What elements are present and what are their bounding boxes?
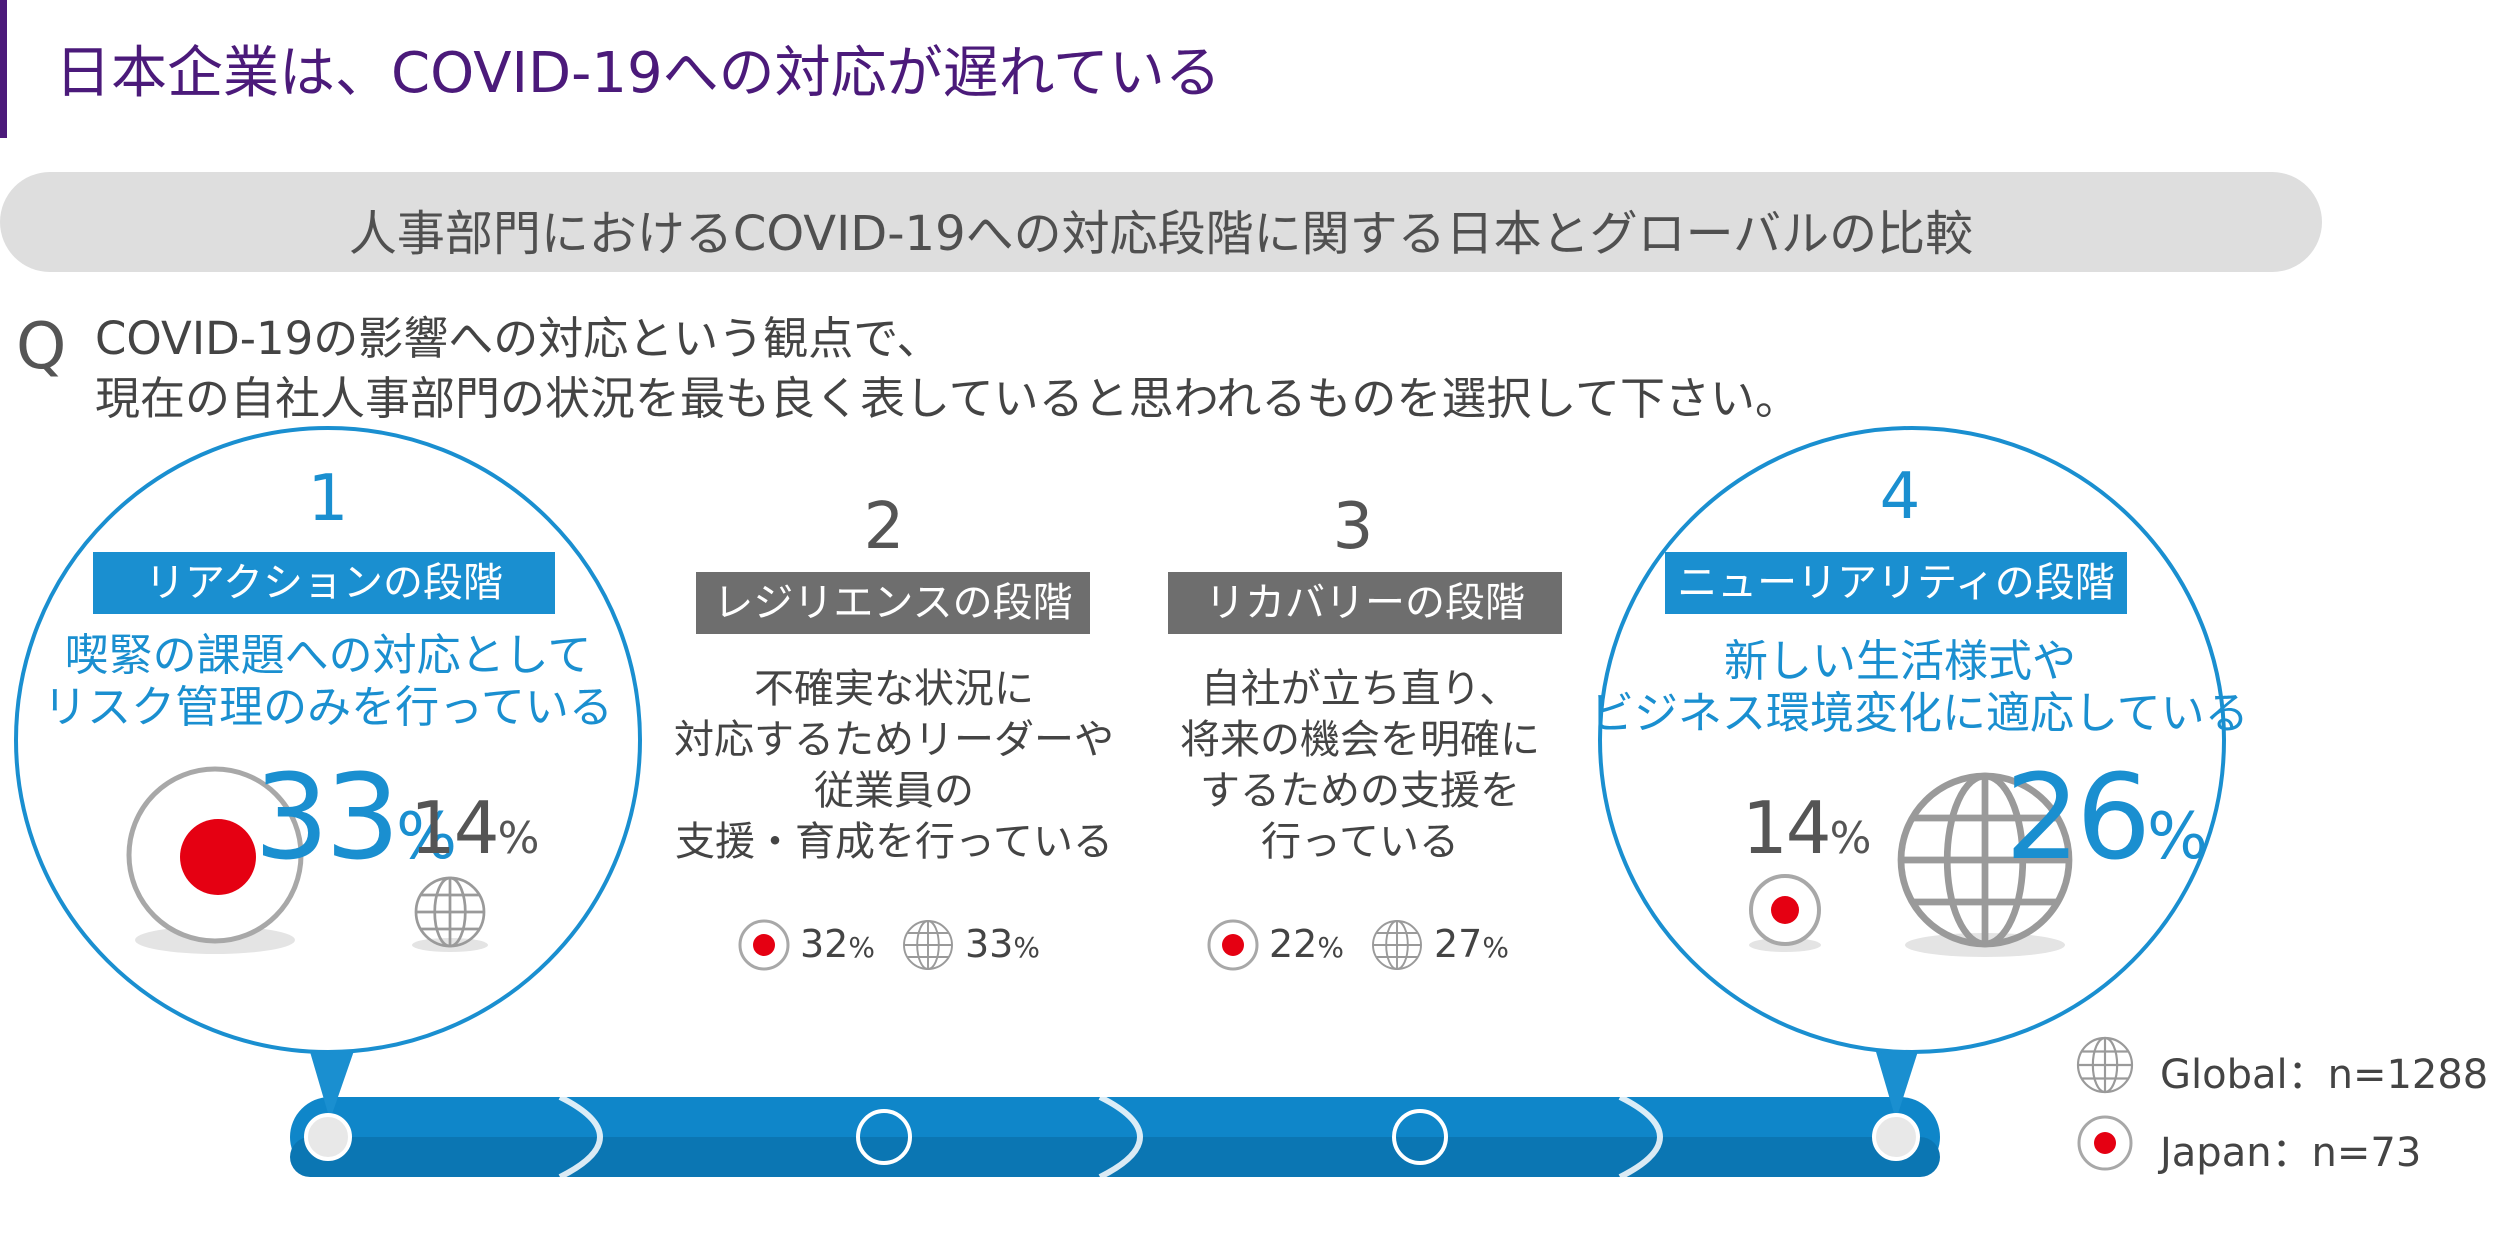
stage2-description-line1: 不確実な状況に [754, 666, 1034, 712]
legend-japan-label: Japan：n=73 [2160, 1130, 2422, 1176]
stage3-number: 3 [1332, 490, 1374, 564]
stage2-japan-value: 32% [800, 922, 875, 966]
stage4-japan-value: 14% [1742, 786, 1871, 870]
stage4-description-line1: 新しい生活様式や [1724, 636, 2076, 687]
stage2-label: レジリエンスの段階 [696, 572, 1090, 634]
stage3-description-line3: するための支援を [1200, 768, 1520, 814]
stage3-description-line2: 将来の機会を明確に [1180, 717, 1540, 763]
stage2-number: 2 [863, 490, 905, 564]
stage4-japan-icon [1749, 874, 1821, 952]
stage3-globe-icon [1372, 920, 1422, 970]
question-mark: Q [16, 310, 67, 384]
stage1-global-value: 14% [410, 786, 539, 870]
stage2-marker [856, 1109, 912, 1165]
stage3-description-line1: 自社が立ち直り、 [1200, 666, 1520, 712]
question-text-line1: COVID-19の影響への対応という観点で、 [95, 312, 942, 365]
title-accent-bar [0, 0, 7, 138]
stage4-label: ニューリアリティの段階 [1665, 552, 2127, 614]
page-title: 日本企業は、COVID-19への対応が遅れている [55, 41, 1221, 106]
stage2-description-line2: 対応するためリーダーや [674, 717, 1114, 763]
stage3-description-line4: 行っている [1261, 819, 1459, 865]
stage1-globe-icon [412, 876, 488, 952]
stage1-number: 1 [307, 462, 349, 536]
stage3-marker [1392, 1109, 1448, 1165]
legend-global-label: Global：n=1288 [2160, 1052, 2489, 1098]
stage2-description-line3: 従業員の [814, 768, 974, 814]
stage4-global-value: 26% [2005, 748, 2208, 886]
stage3-japan-icon [1207, 919, 1259, 971]
legend-globe-icon [2076, 1036, 2134, 1094]
question-text-line2: 現在の自社人事部門の状況を最も良く表していると思われるものを選択して下さい。 [95, 372, 1801, 425]
stage4-number: 4 [1879, 460, 1921, 534]
stage3-global-value: 27% [1434, 922, 1509, 966]
stage4-globe-icon [1901, 776, 2069, 957]
stage3-label: リカバリーの段階 [1168, 572, 1562, 634]
stage3-japan-value: 22% [1269, 922, 1344, 966]
stage2-global-value: 33% [965, 922, 1040, 966]
timeline-bar [290, 1094, 1940, 1180]
stage1-description-line1: 喫緊の課題への対応として [64, 630, 592, 681]
stage1-japan-value: 33% [254, 748, 457, 886]
stage4-description-line2: ビジネス環境変化に適応している [1590, 688, 2249, 739]
stage2-globe-icon [903, 920, 953, 970]
subtitle-band [0, 172, 2322, 272]
legend-japan-icon [2077, 1115, 2133, 1171]
chart-subtitle: 人事部門におけるCOVID-19への対応段階に関する日本とグローバルの比較 [348, 206, 1974, 262]
stage2-japan-icon [738, 919, 790, 971]
stage1-description-line2: リスク管理のみを行っている [43, 682, 613, 733]
stage2-description-line4: 支援・育成を行っている [675, 819, 1113, 865]
stage1-japan-icon [126, 766, 304, 954]
stage1-label: リアクションの段階 [93, 552, 555, 614]
